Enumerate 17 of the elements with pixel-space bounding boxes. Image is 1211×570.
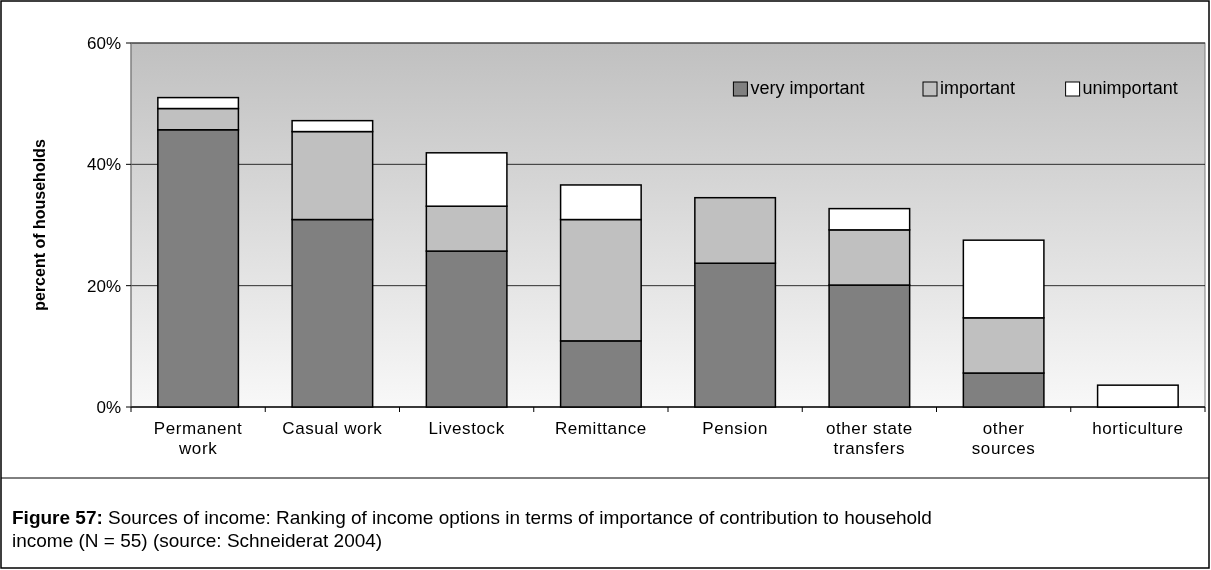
legend-label: very important (750, 78, 865, 98)
x-tick-label: other sources (971, 419, 1036, 458)
y-tick-label: 20% (86, 276, 121, 296)
y-tick-label: 40% (86, 155, 121, 175)
x-tick-label: other state transfers (825, 419, 913, 458)
legend-label: unimportant (1082, 78, 1178, 98)
x-tick-label: Permanent work (153, 419, 243, 458)
y-tick-label: 60% (86, 33, 121, 53)
x-tick-label: Livestock (428, 419, 505, 438)
x-tick-label: Pension (702, 419, 768, 438)
legend-label: important (940, 78, 1016, 98)
x-tick-label: Remittance (554, 419, 647, 438)
caption: Figure 57: Sources of income: Ranking of income options in terms of importance of contribution to household income (N = 55) (source: Schneiderat 2004) (12, 507, 932, 551)
x-tick-label: horticulture (1092, 419, 1184, 438)
y-tick-label: 0% (96, 397, 121, 417)
x-tick-label: Casual work (282, 419, 383, 438)
y-axis-title: percent of households (31, 139, 48, 311)
